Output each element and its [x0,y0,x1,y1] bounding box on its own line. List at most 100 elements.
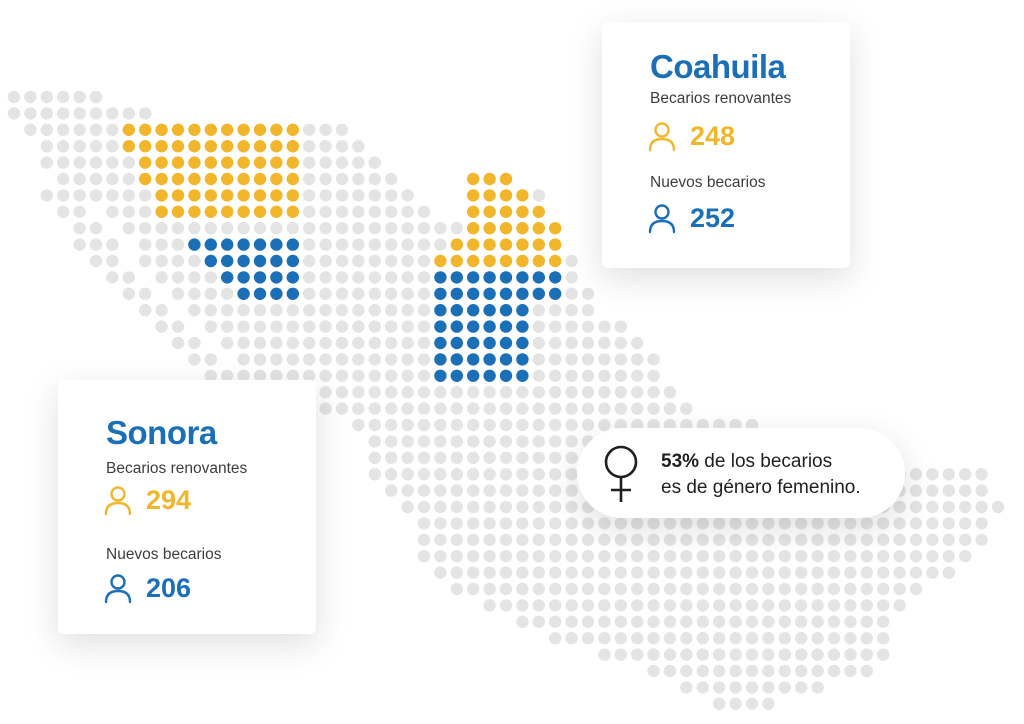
map-dot-new [467,336,480,350]
map-dot [811,648,824,661]
map-dot [401,353,414,366]
map-dot [516,566,529,579]
map-dot [745,664,759,678]
map-dot [155,254,168,268]
map-dot [434,468,447,481]
map-dot-renewing [516,189,529,202]
map-dot [647,353,660,366]
map-dot [844,632,857,645]
map-dot [155,271,168,284]
map-dot [89,238,103,251]
map-dot [171,271,185,284]
map-dot [73,205,86,218]
map-dot [532,517,545,530]
map-dot [286,353,299,366]
map-dot [565,336,578,350]
map-dot-renewing [286,156,299,169]
map-dot-renewing [499,172,513,186]
female-stat-pill: 53% de los becarios es de género femenin… [577,428,905,518]
map-dot-renewing [155,123,168,136]
map-dot-renewing [483,254,496,268]
map-dot-new [204,238,217,251]
map-dot-new [532,287,545,300]
map-dot [795,582,808,596]
map-dot [467,550,480,563]
map-dot-new [450,336,463,350]
map-dot [778,517,791,530]
map-dot-new [499,271,513,284]
map-dot [401,451,414,464]
map-dot [516,533,529,546]
map-dot [745,533,759,546]
map-dot [434,435,447,448]
map-dot [450,484,463,497]
map-dot-renewing [270,140,283,153]
map-dot [778,681,791,694]
map-dot [106,271,119,284]
map-dot [319,353,332,366]
map-dot [237,222,250,235]
map-dot [89,123,103,136]
map-dot [614,320,627,333]
map-dot [729,697,742,710]
map-dot [499,451,513,464]
map-dot [745,681,759,694]
sonora-card: Sonora Becarios renovantes 294 Nuevos be… [58,380,316,634]
person-icon [104,574,132,604]
map-dot [614,517,627,530]
map-dot [286,222,299,235]
map-dot [335,336,349,350]
map-dot [745,648,759,661]
map-dot [532,599,545,612]
map-dot-new [253,287,267,300]
map-dot [122,287,135,300]
map-dot [532,304,545,317]
map-dot [696,517,709,530]
map-dot [663,648,677,661]
map-dot [516,451,529,464]
map-dot [762,550,775,563]
map-dot-new [467,271,480,284]
map-dot-new [434,304,447,317]
state-title: Sonora [106,414,217,451]
map-dot [565,369,578,382]
map-dot-renewing [155,189,168,202]
map-dot [598,550,611,563]
map-dot-new [516,271,529,284]
map-dot [549,336,562,350]
map-dot [795,664,808,678]
map-dot [811,566,824,579]
map-dot [450,418,463,432]
map-dot-renewing [286,140,299,153]
map-dot [221,369,234,382]
map-dot [335,238,349,251]
map-dot [253,369,267,382]
map-dot [434,402,447,415]
map-dot [663,566,677,579]
map-dot [335,189,349,202]
map-dot [516,435,529,448]
map-dot [893,599,906,612]
map-dot [417,386,431,399]
map-dot-renewing [253,189,267,202]
map-dot-renewing [237,123,250,136]
map-dot [467,402,480,415]
map-dot [237,320,250,333]
map-dot [499,599,513,612]
map-dot [450,222,463,235]
map-dot [73,222,86,235]
map-dot [139,189,152,202]
map-dot [499,533,513,546]
map-dot-renewing [549,254,562,268]
map-dot [844,566,857,579]
map-dot-renewing [483,222,496,235]
map-dot [204,369,217,382]
map-dot [221,320,234,333]
map-dot-renewing [188,172,201,186]
map-dot [860,599,873,612]
map-dot [401,189,414,202]
map-dot [319,287,332,300]
map-dot [565,271,578,284]
map-dot [467,566,480,579]
map-dot-new [499,287,513,300]
